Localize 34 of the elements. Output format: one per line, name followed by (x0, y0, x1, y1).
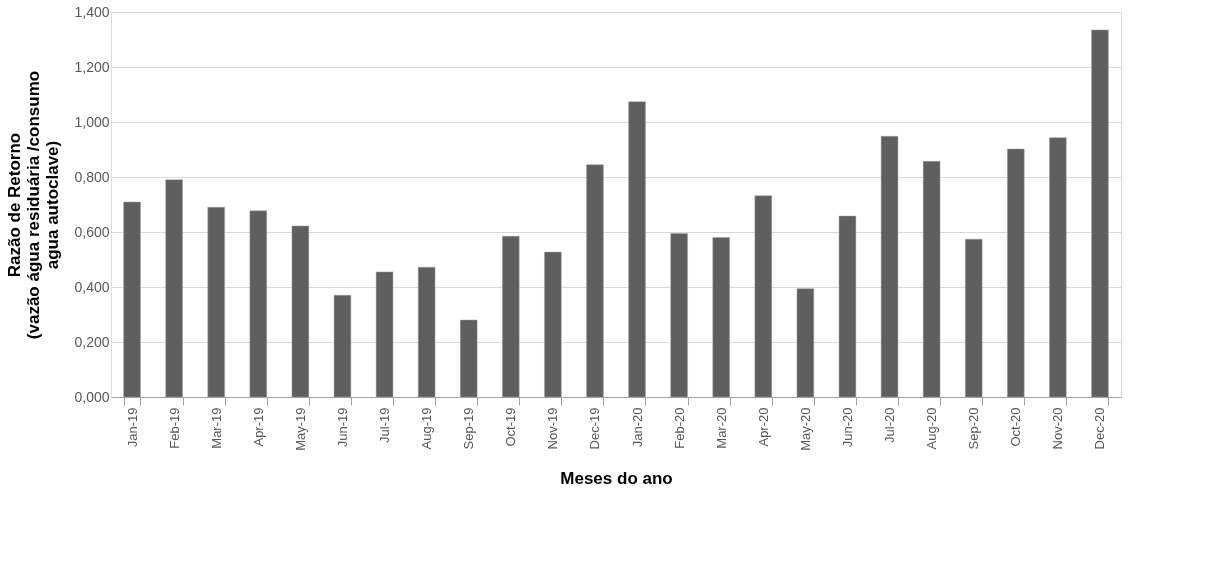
y-tick-label: 0,600 (74, 223, 110, 240)
x-tick-label: Feb-19 (166, 407, 182, 449)
x-tick-label: Dec-19 (587, 407, 603, 450)
x-tick-label: Nov-20 (1050, 407, 1066, 450)
x-tick-label: Aug-19 (419, 407, 435, 450)
x-tick-label: Jul-20 (882, 407, 898, 443)
x-tick-label: Apr-19 (250, 407, 266, 447)
y-tick-label: 0,000 (74, 388, 110, 405)
y-tick-label: 1,000 (74, 113, 110, 130)
x-tick-label: Jan-19 (124, 407, 140, 448)
x-tick-label: Mar-19 (208, 407, 224, 449)
x-tick-label: Dec-20 (1092, 407, 1108, 450)
x-tick-label: Oct-20 (1008, 407, 1024, 447)
x-tick-label: May-19 (292, 407, 308, 451)
x-tick-label: Jun-19 (334, 407, 350, 448)
y-tick-label: 0,400 (74, 278, 110, 295)
x-tick-label: Apr-20 (755, 407, 771, 447)
x-tick-label: Nov-19 (545, 407, 561, 450)
x-tick-label: Sep-19 (461, 407, 477, 450)
x-tick-label: Jul-19 (377, 407, 393, 443)
y-axis-title: Razão de Retorno (vazão água residuária /consumo agua autoclave) (5, 70, 63, 340)
x-tick-label: Oct-19 (503, 407, 519, 447)
y-tick-label: 1,200 (74, 58, 110, 75)
x-tick-label: Sep-20 (966, 407, 982, 450)
x-axis-title: Meses do ano (560, 468, 673, 488)
x-tick-label: Aug-20 (924, 407, 940, 450)
y-tick-label: 0,800 (74, 168, 110, 185)
x-tick-label: May-20 (797, 407, 813, 451)
x-tick-label: Jun-20 (839, 407, 855, 448)
y-tick-label: 1,400 (74, 3, 110, 20)
y-tick-label: 0,200 (74, 333, 110, 350)
x-tick-label: Mar-20 (713, 407, 729, 449)
x-tick-label: Feb-20 (671, 407, 687, 449)
x-tick-label: Jan-20 (629, 407, 645, 448)
